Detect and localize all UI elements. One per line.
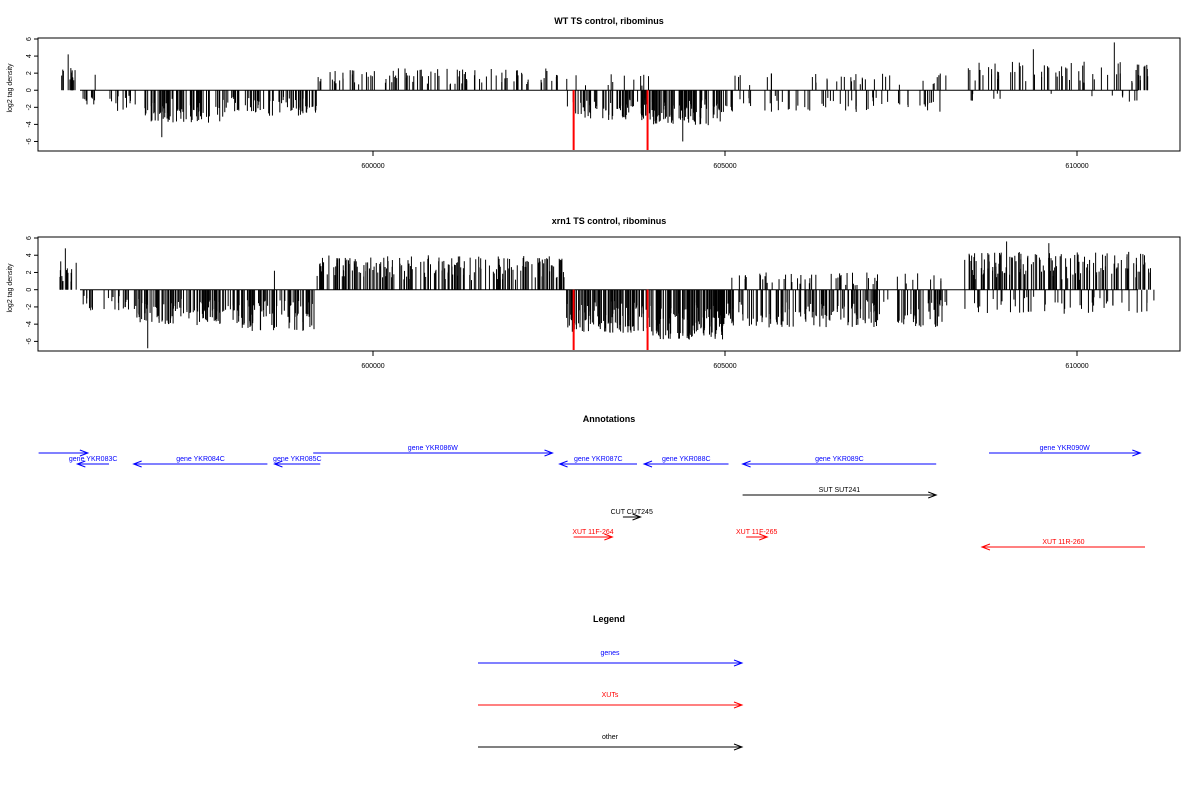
wt-y-tick-label: 4 (26, 54, 33, 58)
annotation-label: SUT SUT241 (819, 487, 861, 494)
xrn1-y-tick-label: 6 (26, 236, 33, 240)
annotation-arrow-gene-ykr085c-head (273, 460, 283, 468)
annotation-arrow-cut-cut245-head (632, 513, 642, 521)
annotation-label: XUT 11R-260 (1042, 539, 1084, 546)
annotation-arrow-gene-ykr090w-head (1132, 449, 1142, 457)
wt-x-tick-label: 610000 (1065, 163, 1088, 170)
legend-label: genes (600, 650, 620, 657)
legend-panel: Legend genes XUTs other (478, 614, 744, 751)
annotation-label: CUT CUT245 (611, 509, 653, 516)
xrn1-y-tick-label: -4 (26, 321, 33, 327)
wt-track-ylabel: log2 tag density (7, 63, 14, 113)
legend-items: genes XUTs other (478, 650, 744, 751)
annotation-arrow-gene-ykr088c-head (642, 460, 653, 468)
xrn1-y-tick-label: -2 (26, 304, 33, 310)
annotation-label: gene YKR090W (1040, 445, 1090, 452)
wt-x-tick-label: 605000 (713, 163, 736, 170)
wt-track-y-axis: -6 -4 -2 0 2 4 6 (26, 37, 39, 145)
wt-track-bars (61, 42, 1149, 150)
wt-track-x-axis: 600000 605000 610000 (361, 151, 1089, 170)
annotation-arrow-unlabeled-head (79, 449, 90, 457)
annotation-label: gene YKR087C (574, 456, 623, 463)
xrn1-y-tick-label: 4 (26, 253, 33, 257)
xrn1-track-y-axis: -6 -4 -2 0 2 4 6 (26, 236, 39, 345)
annotation-arrow-xut-11f-265-head (759, 533, 769, 541)
wt-track-title: WT TS control, ribominus (554, 16, 664, 26)
annotation-arrow-gene-ykr084c-head (132, 460, 142, 468)
wt-x-tick-label: 600000 (361, 163, 384, 170)
wt-y-tick-label: 6 (26, 37, 33, 41)
wt-y-tick-label: 0 (26, 88, 33, 92)
xrn1-track-bars (59, 241, 1155, 350)
legend-label: other (602, 734, 619, 741)
xrn1-track-ylabel: log2 tag density (7, 263, 14, 313)
wt-y-tick-label: -6 (26, 138, 33, 144)
annotation-label: gene YKR086W (408, 445, 458, 452)
xrn1-track-title: xrn1 TS control, ribominus (552, 216, 667, 226)
xrn1-track-panel: xrn1 TS control, ribominus log2 tag dens… (7, 216, 1181, 370)
legend-label: XUTs (602, 692, 619, 699)
xrn1-x-tick-label: 605000 (713, 363, 736, 370)
annotation-arrow-gene-ykr083c-head (75, 460, 86, 468)
annotation-arrow-xut-11f-264-head (604, 533, 614, 541)
annotation-label: gene YKR089C (815, 456, 864, 463)
xrn1-track-x-axis: 600000 605000 610000 (361, 351, 1089, 370)
legend-arrow-genes-head (733, 659, 744, 667)
legend-arrow-other-head (733, 743, 744, 751)
xrn1-y-tick-label: 2 (26, 270, 33, 274)
annotation-arrow-sut-sut241-head (928, 491, 938, 499)
annotation-arrow-gene-ykr089c-head (741, 460, 751, 468)
annotation-arrow-xut-11r-260-head (980, 543, 991, 551)
annotations-title: Annotations (583, 414, 636, 424)
annotation-arrow-gene-ykr086w-head (544, 449, 554, 457)
annotation-arrows: gene YKR086W gene YKR090W gene YKR083C gene… (38, 445, 1145, 551)
legend-title: Legend (593, 614, 625, 624)
xrn1-x-tick-label: 610000 (1065, 363, 1088, 370)
annotation-label: XUT 11F-265 (736, 529, 777, 536)
annotation-label: gene YKR085C (273, 456, 322, 463)
annotation-label: gene YKR083C (69, 456, 118, 463)
wt-y-tick-label: 2 (26, 71, 33, 75)
annotation-label: gene YKR088C (662, 456, 711, 463)
annotations-panel: Annotations gene YKR086W gene YKR090Wgene… (38, 414, 1145, 551)
wt-y-tick-label: -2 (26, 104, 33, 110)
legend-arrow-xuts-head (733, 701, 744, 709)
xrn1-y-tick-label: 0 (26, 288, 33, 292)
annotation-label: gene YKR084C (176, 456, 225, 463)
wt-track-panel: WT TS control, ribominus log2 tag densit… (7, 16, 1181, 170)
annotation-arrow-gene-ykr087c-head (558, 460, 568, 468)
xrn1-y-tick-label: -6 (26, 338, 33, 344)
annotation-label: XUT 11F-264 (572, 529, 613, 536)
wt-y-tick-label: -4 (26, 121, 33, 127)
xrn1-x-tick-label: 600000 (361, 363, 384, 370)
